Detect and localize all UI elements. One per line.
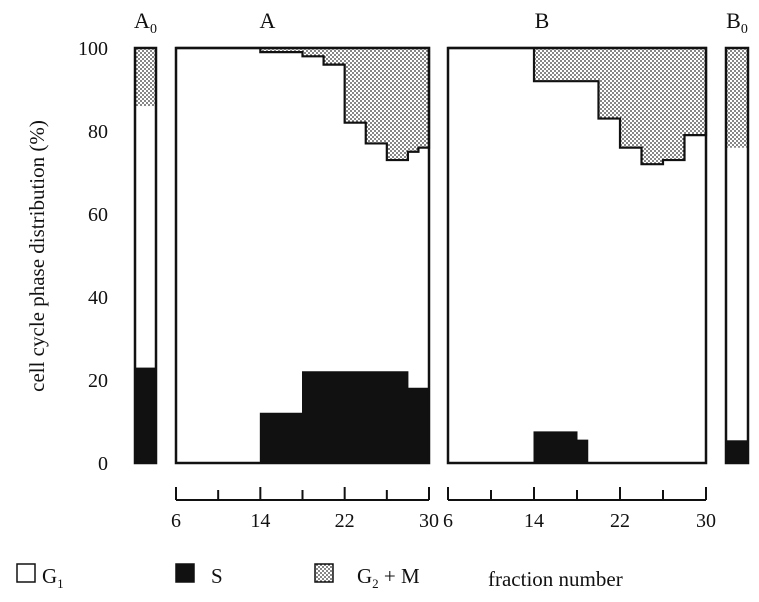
g2m-phase-area [448,46,708,166]
segment-g1 [135,106,156,368]
control-bar-a0: A0 [133,8,158,465]
x-axes: 6 14 22 30 6 14 22 30 [171,487,716,532]
segment-g2m [135,48,156,107]
control-bar-frame [724,46,750,465]
legend: G1 S G2 + M [16,563,420,591]
legend-swatch [175,563,195,583]
y-tick-label: 80 [88,121,108,143]
legend-label: S [211,564,223,588]
x-tick-label: 22 [335,510,355,532]
y-tick-label: 20 [88,370,108,392]
y-tick-label: 100 [78,38,108,60]
s-phase-area [176,371,430,464]
control-bar-frame [133,46,158,465]
panel-frame [174,46,431,465]
x-tick-label: 22 [610,510,630,532]
g2m-phase-area [176,46,431,162]
x-tick-label: 6 [171,510,181,532]
legend-swatch [16,563,36,583]
y-axis-title: cell cycle phase distribution (%) [25,120,49,392]
y-tick-label: 60 [88,204,108,226]
legend-item-g2m: G2 + M [314,563,420,591]
legend-label: G2 + M [357,564,420,591]
x-tick-label: 30 [696,510,716,532]
y-tick-label: 0 [98,453,108,475]
control-bar-b0: B0 [724,8,750,465]
y-tick-label: 40 [88,287,108,309]
legend-item-s: S [175,563,223,588]
x-tick-label: 6 [443,510,453,532]
x-axis-b: 6 14 22 30 [443,487,716,532]
legend-label: G1 [42,564,64,591]
panel-b: B [446,8,708,465]
control-bar-label: A0 [134,8,157,37]
s-phase-area [448,431,706,464]
legend-item-g1: G1 [16,563,64,591]
panel-frame [446,46,708,465]
segment-s [726,440,748,463]
segment-g2m [726,48,748,148]
panel-a: A [174,8,431,465]
control-bar-label: B0 [726,8,748,37]
x-tick-label: 14 [524,510,544,532]
x-tick-label: 14 [250,510,270,532]
x-axis-title: fraction number [488,567,623,591]
x-axis-a: 6 14 22 30 [171,487,439,532]
control-bars: A0 B0 [133,8,750,465]
legend-swatch [314,563,334,583]
panel-label: A [260,8,276,33]
y-tick-labels: 100 80 60 40 20 0 [78,38,108,475]
segment-g1 [726,147,748,441]
panel-label: B [535,8,550,33]
segment-s [135,367,156,463]
x-tick-label: 30 [419,510,439,532]
